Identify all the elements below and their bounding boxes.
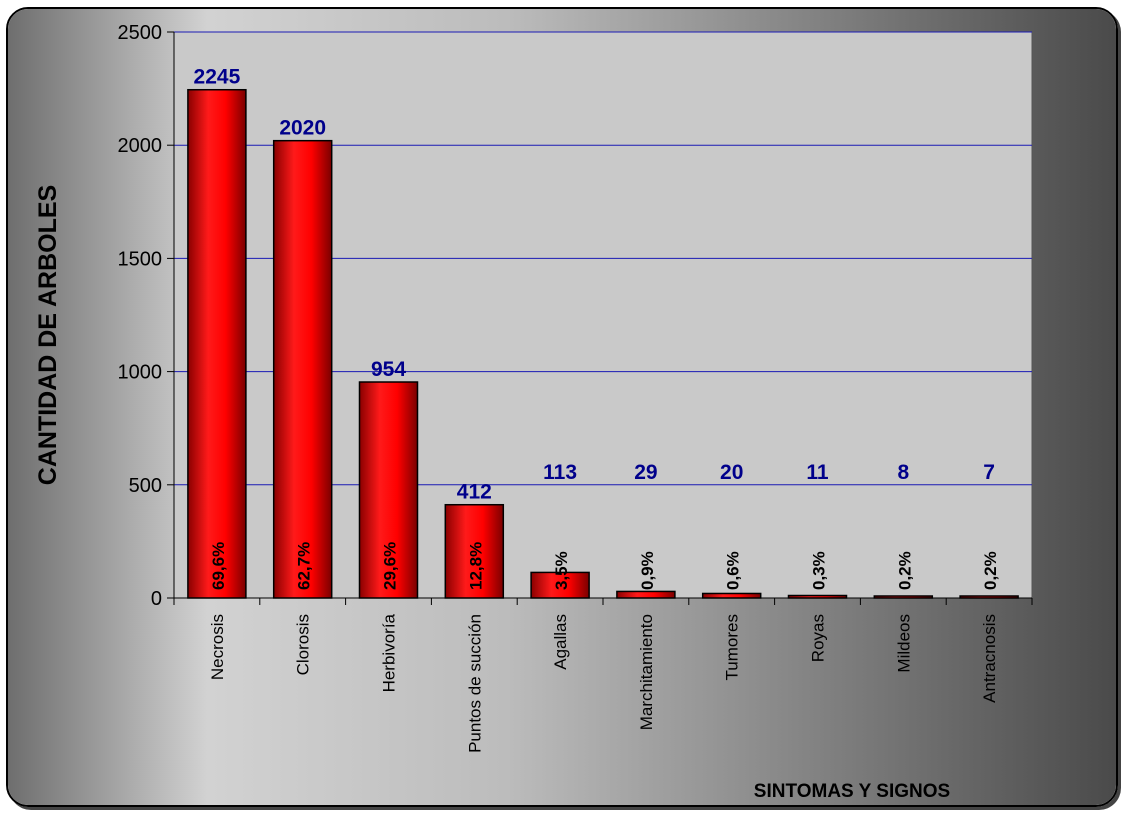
percent-label: 12,8% — [466, 542, 485, 590]
bar — [444, 503, 505, 599]
value-label: 2245 — [194, 66, 241, 89]
category-label: Tumores — [723, 614, 742, 680]
value-label: 2020 — [279, 117, 326, 140]
labels: 05001000150020002500224569,6%Necrosis202… — [118, 22, 1001, 753]
value-label: 954 — [371, 358, 406, 381]
value-label: 412 — [457, 481, 492, 504]
bar — [701, 592, 762, 599]
category-label: Clorosis — [294, 614, 313, 675]
value-label: 29 — [634, 461, 657, 484]
y-tick-label: 2000 — [118, 135, 163, 157]
percent-label: 29,6% — [381, 542, 400, 590]
category-label: Royas — [809, 614, 828, 662]
percent-label: 0,9% — [638, 551, 657, 590]
bar-chart: 05001000150020002500224569,6%Necrosis202… — [8, 9, 1116, 805]
category-label: Mildeos — [894, 614, 913, 673]
y-tick-label: 2500 — [118, 22, 163, 44]
percent-label: 0,3% — [810, 551, 829, 590]
bar — [530, 571, 590, 599]
value-label: 8 — [897, 461, 909, 484]
bar — [616, 590, 676, 599]
percent-label: 3,5% — [552, 551, 571, 590]
percent-label: 69,6% — [209, 542, 228, 590]
y-tick-label: 1500 — [118, 248, 163, 270]
bars — [187, 88, 1019, 599]
y-axis-title: CANTIDAD DE ARBOLES — [34, 185, 62, 485]
bar — [187, 88, 247, 599]
category-label: Marchitamiento — [637, 614, 656, 730]
axes — [167, 31, 1033, 605]
category-label: Necrosis — [208, 614, 227, 680]
x-axis-title: SINTOMAS Y SIGNOS — [754, 781, 950, 802]
y-tick-label: 0 — [151, 588, 162, 610]
category-label: Puntos de succión — [465, 614, 484, 753]
chart-frame: 0 500 1000 1500 2000 2500 2245 69,6% Necrosis 202… — [6, 7, 1118, 807]
value-label: 7 — [983, 461, 995, 484]
percent-label: 0,6% — [724, 551, 743, 590]
category-label: Antracnosis — [980, 614, 999, 703]
y-tick-label: 500 — [129, 475, 162, 497]
category-label: Agallas — [551, 614, 570, 670]
y-tick-label: 1000 — [118, 362, 163, 384]
percent-label: 0,2% — [895, 551, 914, 590]
percent-label: 62,7% — [295, 542, 314, 590]
value-label: 20 — [720, 461, 743, 484]
value-label: 113 — [543, 461, 577, 484]
category-label: Herbivoría — [380, 613, 399, 692]
bar — [358, 381, 419, 599]
value-label: 11 — [806, 461, 829, 484]
percent-label: 0,2% — [981, 551, 1000, 590]
bar — [272, 139, 333, 599]
